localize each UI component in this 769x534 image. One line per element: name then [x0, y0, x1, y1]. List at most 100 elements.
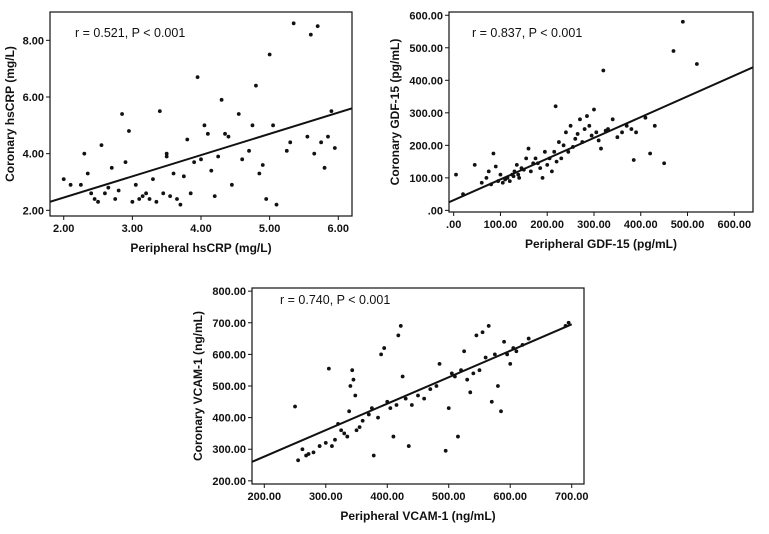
- gdf15-data-point: [629, 127, 634, 131]
- gdf15-scatter-panel: .00 100.00 200.00 300.00 400.00 500.00 600.00.…: [380, 0, 769, 262]
- vcam1-data-point: [342, 431, 347, 436]
- hscrp-data-point: [133, 182, 138, 187]
- vcam1-data-point: [489, 399, 494, 404]
- vcam1-data-point: [394, 403, 399, 407]
- gdf15-data-point: [575, 132, 580, 136]
- gdf15-data-point: [566, 149, 571, 154]
- hscrp-data-point: [260, 163, 265, 167]
- hscrp-y-axis-title: Coronary hsCRP (mg/L): [3, 46, 17, 182]
- hscrp-data-point: [127, 129, 131, 133]
- vcam1-data-point: [317, 444, 322, 448]
- vcam1-data-point: [492, 352, 497, 357]
- gdf15-data-point: [557, 140, 561, 144]
- hscrp-data-point: [157, 109, 162, 114]
- vcam1-data-point: [477, 368, 482, 373]
- hscrp-data-point: [205, 131, 210, 136]
- vcam1-y-tick-label: 400.00: [212, 413, 246, 425]
- vcam1-y-tick-label: 600.00: [212, 349, 246, 361]
- gdf15-data-point: [582, 127, 587, 131]
- hscrp-data-point: [332, 146, 337, 150]
- hscrp-data-point: [209, 168, 214, 173]
- vcam1-y-tick-label: 300.00: [212, 444, 246, 456]
- gdf15-x-tick-label: 600.00: [717, 219, 751, 231]
- vcam1-data-point: [306, 452, 311, 456]
- vcam1-data-point: [486, 324, 491, 328]
- hscrp-data-point: [192, 160, 197, 165]
- gdf15-x-tick-label: 400.00: [624, 219, 658, 231]
- gdf15-y-tick-label: 400.00: [409, 75, 443, 87]
- vcam1-data-point: [326, 366, 331, 371]
- gdf15-data-point: [498, 172, 503, 177]
- vcam1-x-tick-label: 400.00: [370, 491, 404, 503]
- vcam1-data-point: [369, 406, 374, 411]
- hscrp-x-tick-label: 6.00: [328, 223, 349, 235]
- vcam1-data-point: [311, 450, 316, 455]
- gdf15-data-point: [540, 175, 545, 180]
- hscrp-data-point: [103, 191, 107, 196]
- vcam1-x-tick-label: 600.00: [493, 491, 527, 503]
- vcam1-data-point: [330, 444, 334, 448]
- gdf15-data-point: [517, 175, 522, 180]
- gdf15-data-point: [553, 104, 558, 109]
- vcam1-data-point: [348, 384, 353, 388]
- vcam1-data-point: [505, 352, 510, 357]
- gdf15-data-point: [535, 161, 540, 166]
- vcam1-y-tick-label: 500.00: [212, 381, 246, 393]
- gdf15-data-point: [484, 175, 489, 180]
- gdf15-data-point: [496, 179, 501, 184]
- gdf15-data-point: [680, 19, 685, 24]
- hscrp-data-point: [223, 131, 227, 136]
- vcam1-data-point: [526, 336, 531, 341]
- hscrp-correlation-annotation: r = 0.521, P < 0.001: [75, 26, 185, 40]
- vcam1-data-point: [508, 361, 513, 366]
- gdf15-data-point: [511, 174, 516, 179]
- gdf15-data-point: [526, 146, 531, 151]
- gdf15-data-point: [505, 175, 510, 180]
- vcam1-x-tick-label: 300.00: [309, 491, 343, 503]
- hscrp-data-point: [68, 182, 73, 187]
- gdf15-data-point: [571, 145, 575, 149]
- hscrp-data-point: [188, 191, 193, 196]
- hscrp-data-point: [82, 151, 87, 156]
- vcam1-data-point: [496, 384, 500, 388]
- hscrp-data-point: [202, 123, 207, 128]
- gdf15-data-point: [486, 169, 491, 174]
- vcam1-data-point: [293, 404, 297, 409]
- vcam1-scatter-panel: 200.00 300.00 400.00 500.00 600.00 700.00 200.…: [180, 270, 600, 534]
- hscrp-data-point: [264, 197, 269, 201]
- gdf15-data-point: [578, 117, 582, 122]
- vcam1-plot-frame: [251, 287, 585, 485]
- hscrp-data-point: [274, 202, 279, 207]
- hscrp-scatter-panel: 2.00 3.00 4.00 5.00 6.00 2.00 4.00 6.00 8.00 Peri…: [0, 0, 380, 262]
- vcam1-data-point: [502, 339, 506, 344]
- gdf15-data-point: [461, 192, 465, 197]
- hscrp-data-point: [96, 199, 100, 204]
- vcam1-data-point: [471, 371, 476, 376]
- gdf15-data-point: [631, 158, 636, 162]
- gdf15-data-point: [500, 180, 505, 185]
- gdf15-data-point: [493, 164, 498, 169]
- hscrp-data-point: [315, 24, 320, 29]
- vcam1-data-point: [385, 399, 390, 404]
- gdf15-data-point: [559, 156, 564, 161]
- vcam1-data-point: [480, 330, 485, 335]
- gdf15-x-tick-label: 100.00: [484, 219, 518, 231]
- vcam1-data-point: [360, 418, 365, 423]
- gdf15-data-point: [694, 62, 699, 66]
- hscrp-data-point: [113, 197, 118, 201]
- gdf15-scatter-chart: .00 100.00 200.00 300.00 400.00 500.00 600.00.…: [388, 10, 754, 251]
- vcam1-y-tick-label: 700.00: [212, 318, 246, 330]
- vcam1-data-point: [422, 396, 427, 401]
- hscrp-x-tick-label: 2.00: [53, 223, 74, 235]
- hscrp-data-point: [219, 97, 224, 102]
- vcam1-data-point: [354, 428, 359, 433]
- hscrp-data-point: [326, 134, 330, 139]
- gdf15-data-point: [624, 123, 629, 128]
- vcam1-data-point: [347, 409, 352, 414]
- gdf15-data-point: [454, 172, 458, 177]
- gdf15-correlation-annotation: r = 0.837, P < 0.001: [472, 26, 582, 40]
- gdf15-data-point: [592, 107, 596, 112]
- hscrp-data-point: [284, 148, 289, 153]
- vcam1-data-point: [398, 324, 403, 328]
- vcam1-data-point: [474, 333, 479, 338]
